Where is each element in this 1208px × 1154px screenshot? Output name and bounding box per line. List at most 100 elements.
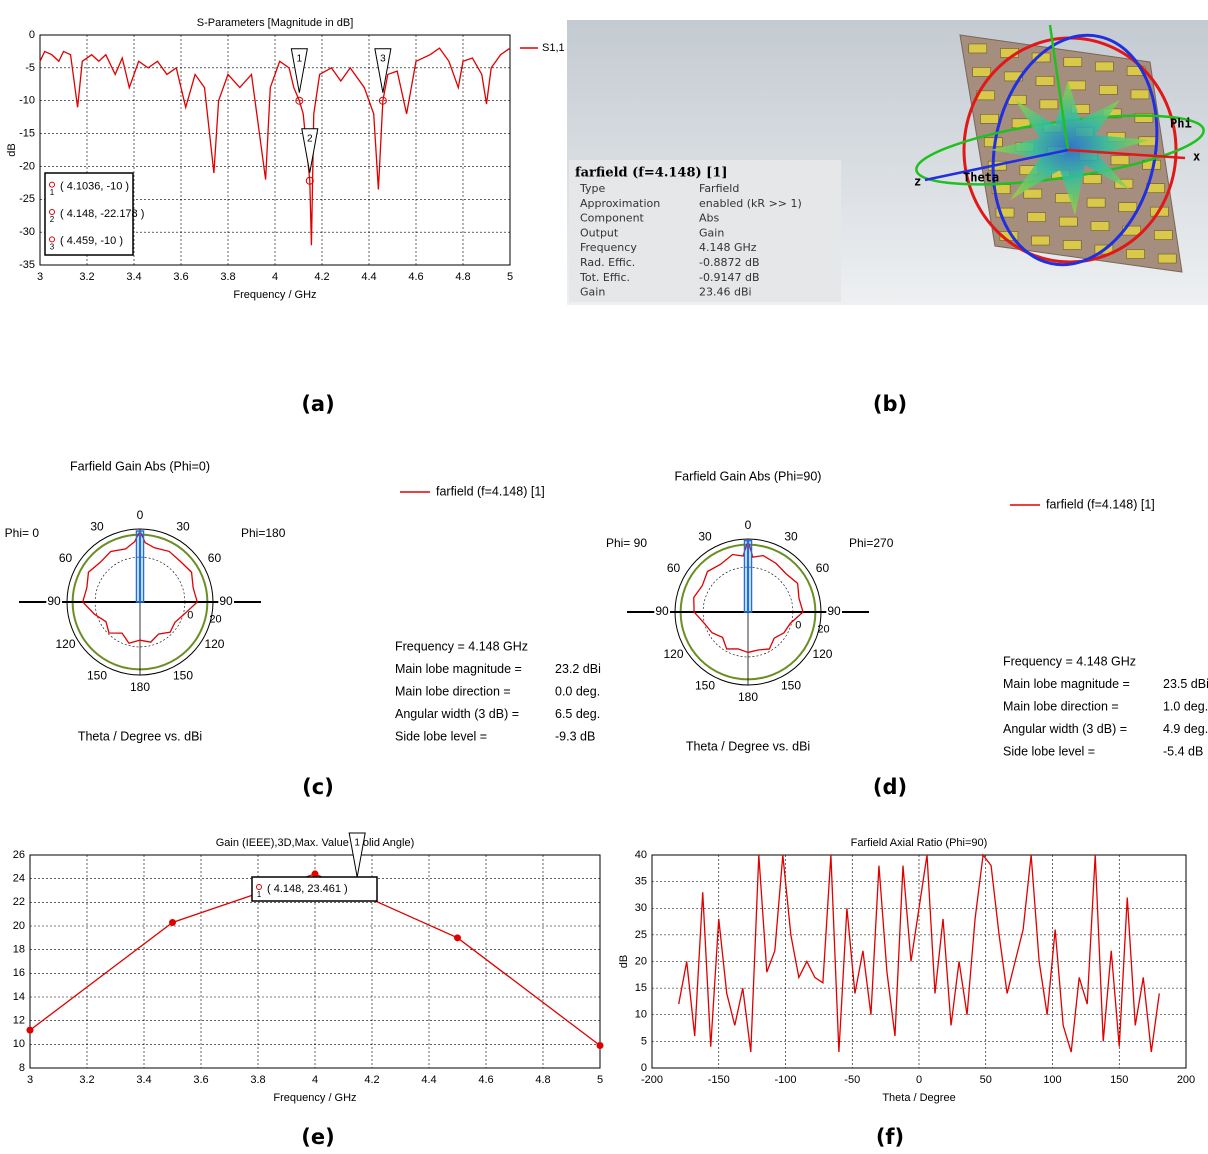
- marker-box-index: 2: [50, 215, 55, 224]
- theta-tick-label: 120: [812, 647, 832, 661]
- info-line: 6.5 deg.: [555, 707, 600, 721]
- patch: [1028, 213, 1046, 222]
- patch: [1131, 90, 1149, 99]
- marker-flag-label: 1: [354, 838, 360, 849]
- legend-label: S1,1: [542, 42, 565, 54]
- r-tick-label: 20: [209, 614, 221, 626]
- y-tick-label: -20: [19, 160, 35, 172]
- info-cell: enabled (kR >> 1): [699, 197, 802, 210]
- y-tick-label: 40: [635, 849, 647, 861]
- marker-flag-label: 1: [297, 53, 303, 64]
- x-tick-label: 4.6: [478, 1074, 493, 1086]
- info-line: Side lobe level =: [1003, 744, 1095, 758]
- info-line: 4.9 deg.: [1163, 722, 1208, 736]
- patch: [1024, 189, 1042, 198]
- marker-box-label: ( 4.148, 23.461 ): [267, 883, 348, 895]
- theta-tick-label: 0: [745, 518, 752, 532]
- x-tick-label: 3.2: [79, 271, 94, 283]
- y-tick-label: 30: [635, 902, 647, 914]
- legend-label: farfield (f=4.148) [1]: [1046, 497, 1155, 511]
- y-tick-label: -5: [25, 62, 35, 74]
- y-tick-label: 8: [19, 1062, 25, 1074]
- patch: [1063, 241, 1081, 250]
- theta-tick-label: 30: [176, 520, 190, 534]
- theta-tick-label: 30: [784, 530, 798, 544]
- info-cell: Frequency: [580, 241, 637, 254]
- x-tick-label: 4.4: [421, 1074, 436, 1086]
- x-tick-label: 200: [1177, 1074, 1195, 1086]
- x-tick-label: 3.8: [220, 271, 235, 283]
- patch: [1040, 100, 1058, 109]
- axis-label-3d: z: [914, 175, 921, 189]
- patch: [969, 44, 987, 53]
- info-line: Main lobe magnitude =: [1003, 677, 1130, 691]
- y-tick-label: -35: [19, 259, 35, 271]
- marker-box-index: 1: [50, 188, 55, 197]
- info-line: 0.0 deg.: [555, 684, 600, 698]
- x-axis-label: Theta / Degree: [882, 1092, 955, 1104]
- info-line: 23.2 dBi: [555, 662, 601, 676]
- info-cell: Tot. Effic.: [579, 271, 630, 284]
- theta-tick-label: 60: [667, 561, 681, 575]
- info-line: 23.5 dBi: [1163, 677, 1208, 691]
- x-tick-label: 4.2: [364, 1074, 379, 1086]
- x-tick-label: 50: [980, 1074, 992, 1086]
- r-tick-label: 20: [817, 624, 829, 636]
- x-tick-label: 5: [597, 1074, 603, 1086]
- y-tick-label: 20: [13, 920, 25, 932]
- data-point: [454, 934, 461, 941]
- panel-label: (e): [301, 1125, 334, 1149]
- x-tick-label: 3: [37, 271, 43, 283]
- info-cell: Output: [580, 226, 619, 239]
- r-tick-label: 0: [795, 620, 801, 632]
- x-tick-label: 3.4: [136, 1074, 151, 1086]
- x-tick-label: 3.6: [173, 271, 188, 283]
- patch: [1036, 76, 1054, 85]
- panel-label: (c): [302, 775, 334, 799]
- axis-label-3d: Theta: [963, 171, 999, 185]
- theta-tick-label: 90: [219, 594, 233, 608]
- panel-label: (f): [876, 1125, 904, 1149]
- y-tick-label: 22: [13, 896, 25, 908]
- info-cell: 4.148 GHz: [699, 241, 757, 254]
- theta-tick-label: 90: [47, 594, 61, 608]
- theta-tick-label: 30: [90, 520, 104, 534]
- chart-title: Farfield Gain Abs (Phi=90): [675, 469, 822, 483]
- info-cell: -0.9147 dB: [699, 271, 759, 284]
- x-tick-label: 100: [1043, 1074, 1061, 1086]
- y-tick-label: 5: [641, 1035, 647, 1047]
- y-tick-label: 26: [13, 849, 25, 861]
- marker-flag-label: 3: [380, 53, 386, 64]
- y-tick-label: 12: [13, 1015, 25, 1027]
- x-tick-label: 3.8: [250, 1074, 265, 1086]
- x-tick-label: -100: [774, 1074, 796, 1086]
- info-line: -5.4 dB: [1163, 744, 1203, 758]
- patch: [1095, 62, 1113, 71]
- info-cell: Approximation: [580, 197, 660, 210]
- x-tick-label: 4.8: [535, 1074, 550, 1086]
- patch: [980, 114, 998, 123]
- marker-box-index: 1: [257, 890, 262, 899]
- x-tick-label: 4.8: [455, 271, 470, 283]
- theta-tick-label: 150: [695, 679, 715, 693]
- chart-title: Farfield Axial Ratio (Phi=90): [851, 837, 988, 849]
- chart-title: Farfield Gain Abs (Phi=0): [70, 459, 210, 473]
- x-tick-label: 4: [312, 1074, 318, 1086]
- y-tick-label: 20: [635, 955, 647, 967]
- x-tick-label: 3.2: [79, 1074, 94, 1086]
- theta-tick-label: 60: [59, 551, 73, 565]
- x-tick-label: 4.2: [314, 271, 329, 283]
- info-line: Angular width (3 dB) =: [1003, 722, 1127, 736]
- info-line: Frequency = 4.148 GHz: [395, 639, 528, 653]
- patch: [1099, 85, 1117, 94]
- y-tick-label: 25: [635, 929, 647, 941]
- patch: [1087, 198, 1105, 207]
- data-point: [27, 1027, 34, 1034]
- theta-tick-label: 90: [655, 604, 669, 618]
- theta-tick-label: 180: [738, 690, 758, 704]
- info-cell: Farfield: [699, 182, 739, 195]
- marker-flag-label: 2: [307, 133, 313, 144]
- theta-tick-label: 150: [173, 669, 193, 683]
- y-tick-label: 10: [635, 1009, 647, 1021]
- y-tick-label: -10: [19, 95, 35, 107]
